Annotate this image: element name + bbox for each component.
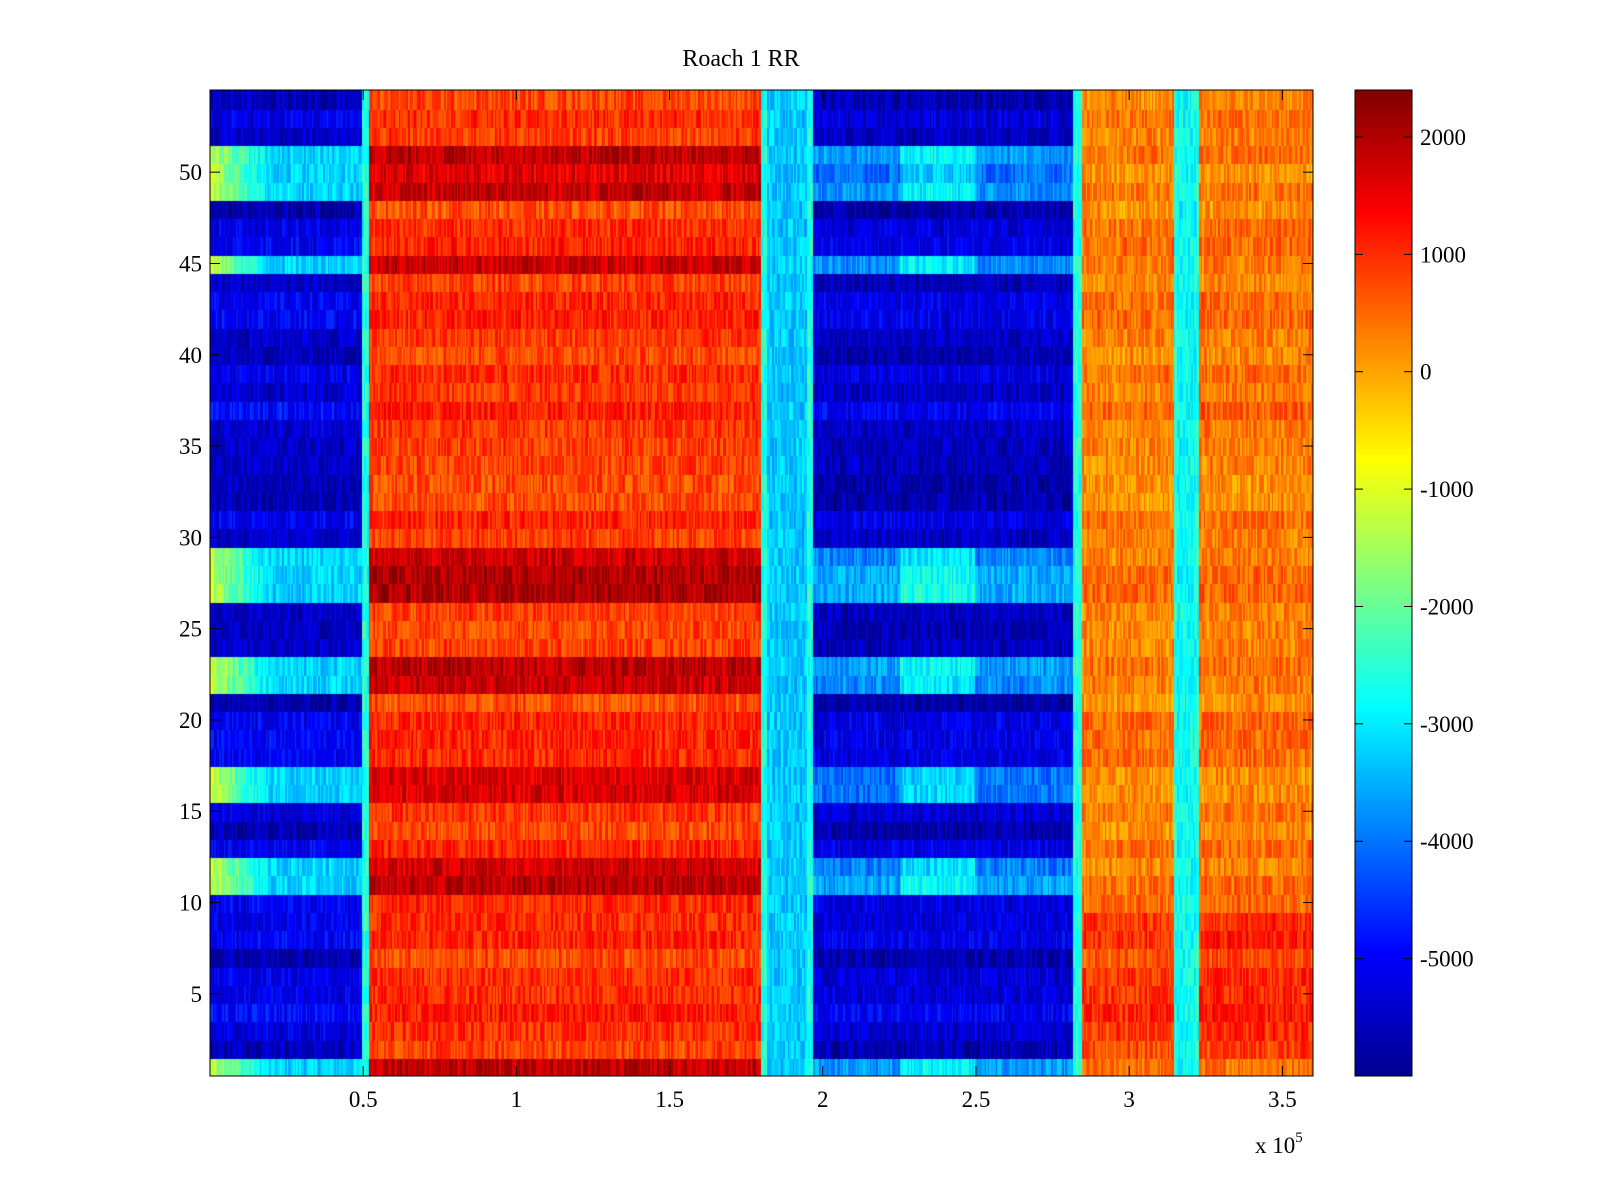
x-exponent-power: 5 xyxy=(1295,1130,1303,1146)
y-tick-label: 40 xyxy=(179,343,202,368)
y-tick-label: 5 xyxy=(191,982,203,1007)
y-axis: 5 10 15 20 25 30 35 40 45 50 xyxy=(179,160,1313,1007)
y-tick-label: 45 xyxy=(179,251,202,276)
colorbar-tick-label: 2000 xyxy=(1420,125,1466,150)
x-tick-label: 1.5 xyxy=(655,1087,684,1112)
colorbar-tick-label: -2000 xyxy=(1420,594,1474,619)
y-tick-label: 20 xyxy=(179,708,202,733)
plot-frame xyxy=(209,89,1314,1077)
colorbar-ticks: 2000 1000 0 -1000 -2000 -3000 -4000 -5000 xyxy=(1355,125,1474,972)
y-tick-label: 15 xyxy=(179,799,202,824)
colorbar-tick-label: 1000 xyxy=(1420,242,1466,267)
x-tick-label: 3.5 xyxy=(1268,1087,1297,1112)
colorbar-tick-label: -1000 xyxy=(1420,477,1474,502)
x-tick-label: 3 xyxy=(1123,1087,1135,1112)
chart-title: Roach 1 RR xyxy=(682,46,799,72)
y-tick-label: 35 xyxy=(179,434,202,459)
y-tick-label: 50 xyxy=(179,160,202,185)
y-tick-label: 10 xyxy=(179,891,202,916)
x-tick-label: 1 xyxy=(511,1087,523,1112)
x-axis: 0.5 1 1.5 2 2.5 3 3.5 xyxy=(349,90,1297,1112)
plot-area xyxy=(209,89,1314,1077)
colorbar-tick-label: -3000 xyxy=(1420,712,1474,737)
x-tick-label: 0.5 xyxy=(349,1087,378,1112)
x-exponent-label: x 105 xyxy=(1255,1130,1303,1158)
colorbar-gradient xyxy=(1354,89,1413,1077)
colorbar: 2000 1000 0 -1000 -2000 -3000 -4000 -5000 xyxy=(1354,89,1474,1077)
x-tick-label: 2.5 xyxy=(962,1087,991,1112)
heatmap-image xyxy=(210,90,1313,1076)
colorbar-tick-label: -5000 xyxy=(1420,947,1474,972)
y-tick-label: 30 xyxy=(179,525,202,550)
x-tick-label: 2 xyxy=(817,1087,829,1112)
colorbar-tick-label: 0 xyxy=(1420,360,1432,385)
colorbar-tick-label: -4000 xyxy=(1420,829,1474,854)
y-tick-label: 25 xyxy=(179,617,202,642)
